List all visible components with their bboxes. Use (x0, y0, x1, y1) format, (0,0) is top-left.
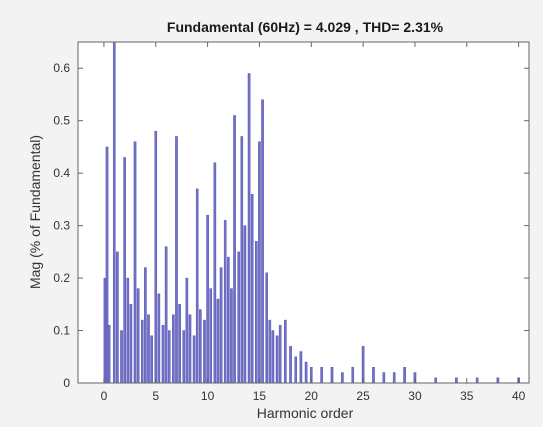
harmonic-bar (403, 367, 406, 384)
harmonic-bar (116, 251, 119, 384)
harmonic-bar (129, 304, 133, 384)
chart-title: Fundamental (60Hz) = 4.029 , THD= 2.31% (167, 19, 444, 35)
harmonic-bar (240, 136, 244, 384)
x-axis-label: Harmonic order (257, 405, 354, 421)
harmonic-bar (167, 330, 171, 384)
harmonic-bar (203, 319, 206, 384)
y-axis-ticks: 0 0.1 0.2 0.3 0.4 0.5 0.6 (53, 61, 529, 390)
harmonic-bar (247, 73, 251, 384)
harmonic-bar (178, 304, 181, 384)
harmonic-bar (123, 157, 126, 384)
harmonic-bar (164, 246, 168, 384)
harmonic-bar (206, 214, 209, 384)
harmonic-bar (265, 272, 268, 384)
y-tick-label: 0.6 (53, 61, 70, 75)
harmonic-bar (289, 346, 292, 384)
x-tick-label: 40 (512, 389, 526, 403)
harmonic-bar (455, 377, 458, 384)
x-tick-label: 5 (152, 389, 159, 403)
harmonic-bar (268, 319, 272, 384)
harmonic-bar (172, 314, 175, 384)
harmonic-bar (185, 277, 189, 384)
harmonic-bar (284, 319, 287, 384)
harmonic-bar (195, 188, 199, 384)
y-tick-label: 0.3 (53, 219, 70, 233)
harmonic-bar (192, 335, 196, 384)
x-tick-label: 25 (356, 389, 370, 403)
harmonic-bar (150, 335, 153, 384)
harmonic-bar (161, 325, 165, 384)
harmonic-bar (271, 330, 275, 384)
harmonic-bar (144, 267, 147, 384)
harmonic-bar (330, 367, 334, 384)
harmonic-bar (120, 330, 123, 384)
harmonic-bar (275, 335, 279, 384)
harmonic-bar (103, 277, 107, 384)
harmonic-bar (219, 267, 223, 384)
harmonic-bar (126, 277, 130, 384)
harmonic-bar (237, 251, 241, 384)
harmonic-bar (250, 193, 254, 384)
harmonic-bar (209, 288, 213, 384)
harmonic-bar (372, 367, 375, 384)
harmonic-bar (140, 319, 144, 384)
harmonic-bar (382, 372, 386, 384)
harmonic-bar (278, 325, 282, 384)
harmonic-bar (351, 367, 355, 384)
harmonic-bar (341, 372, 344, 384)
y-tick-label: 0.5 (53, 114, 70, 128)
harmonic-bar (294, 356, 298, 384)
harmonic-bar (107, 325, 111, 384)
harmonic-bar (133, 141, 137, 384)
harmonic-bar (361, 346, 365, 384)
y-tick-label: 0.2 (53, 271, 70, 285)
harmonic-bar (243, 225, 247, 384)
x-tick-label: 30 (408, 389, 422, 403)
harmonic-bar (258, 141, 261, 384)
harmonic-bar (496, 377, 500, 384)
harmonic-bar (157, 293, 161, 384)
harmonic-bar (216, 298, 220, 384)
harmonic-bar (261, 99, 264, 384)
harmonic-bar (230, 288, 233, 384)
x-tick-label: 0 (101, 389, 108, 403)
harmonic-bar (255, 241, 258, 384)
harmonic-bar (434, 377, 437, 384)
harmonic-bar (175, 136, 178, 384)
harmonic-bar (188, 314, 192, 384)
plot-area (78, 42, 529, 383)
harmonic-bar (223, 220, 227, 384)
harmonic-bar (227, 256, 230, 384)
harmonic-bar (299, 351, 303, 384)
harmonic-bar (392, 372, 396, 384)
x-tick-label: 10 (201, 389, 215, 403)
harmonic-bar (320, 367, 323, 384)
harmonic-bar (213, 162, 217, 384)
x-axis-ticks: 0 5 10 15 20 25 30 35 40 (101, 42, 526, 403)
harmonic-bar (199, 309, 202, 384)
harmonic-bar (112, 41, 116, 384)
plot-frame (77, 41, 530, 384)
harmonic-bar (233, 115, 236, 384)
harmonic-bar (182, 330, 186, 384)
y-tick-label: 0.4 (53, 166, 70, 180)
harmonic-bar (147, 314, 150, 384)
harmonic-bar (136, 288, 140, 384)
y-tick-label: 0 (63, 376, 70, 390)
harmonic-bar (154, 130, 158, 384)
x-tick-label: 20 (305, 389, 319, 403)
harmonic-bar (475, 377, 479, 384)
y-axis-label: Mag (% of Fundamental) (27, 135, 43, 289)
harmonic-bar (105, 146, 109, 384)
harmonic-bar (304, 361, 308, 384)
x-tick-label: 35 (460, 389, 474, 403)
y-tick-label: 0.1 (53, 324, 70, 338)
x-tick-label: 15 (253, 389, 267, 403)
